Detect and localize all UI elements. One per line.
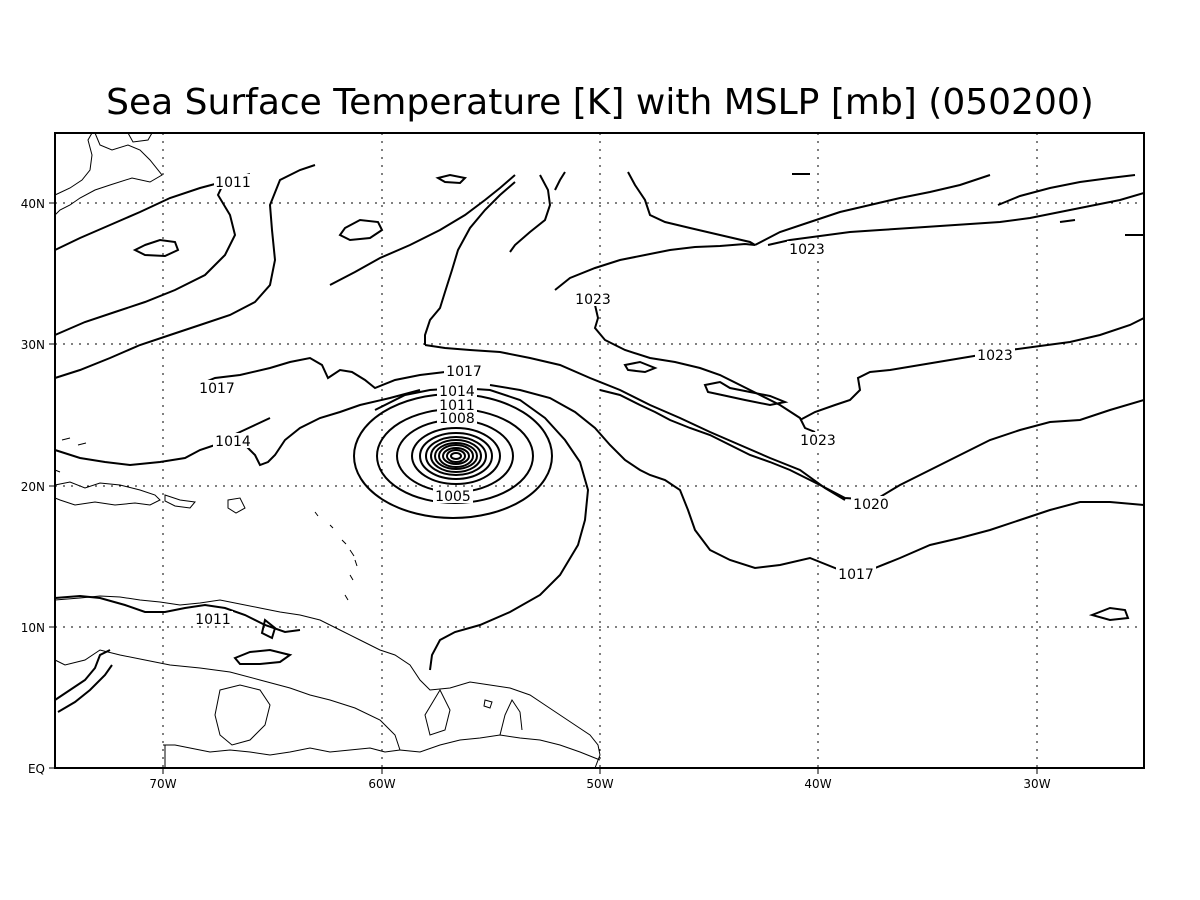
svg-text:1005: 1005 <box>435 489 471 505</box>
y-tick-label: 20N <box>21 480 45 494</box>
y-axis: EQ 10N 20N 30N 40N <box>21 197 55 776</box>
contour-label: 1011 <box>214 174 252 191</box>
y-tick-label: 10N <box>21 621 45 635</box>
svg-text:1014: 1014 <box>215 434 251 450</box>
coastlines <box>54 132 601 769</box>
hurricane-center <box>353 386 590 671</box>
y-tick-label: EQ <box>28 762 45 776</box>
svg-text:1023: 1023 <box>789 242 825 258</box>
y-tick-label: 40N <box>21 197 45 211</box>
contour-label: 1023 <box>798 432 838 449</box>
contour-label: 1014 <box>437 383 477 400</box>
mslp-contours <box>54 164 1145 713</box>
contour-label: 1017 <box>197 380 237 397</box>
contour-label: 1011 <box>193 611 233 628</box>
contour-label: 1023 <box>573 291 613 308</box>
svg-text:1008: 1008 <box>439 411 475 427</box>
gridlines <box>55 133 1144 768</box>
svg-text:1023: 1023 <box>977 348 1013 364</box>
svg-text:1023: 1023 <box>575 292 611 308</box>
svg-text:1014: 1014 <box>439 384 475 400</box>
contour-label: 1017 <box>836 566 876 583</box>
contour-label: 1023 <box>787 241 827 258</box>
y-tick-label: 30N <box>21 338 45 352</box>
contour-labels: 1011 1017 1014 1011 1017 1014 1011 1008 … <box>193 174 1015 628</box>
contour-label: 1020 <box>851 496 891 513</box>
svg-text:1017: 1017 <box>838 567 874 583</box>
contour-label: 1023 <box>975 347 1015 364</box>
svg-text:1023: 1023 <box>800 433 836 449</box>
plot-frame <box>54 132 1145 769</box>
contour-label: 1017 <box>444 363 484 380</box>
contour-label: 1005 <box>433 488 473 505</box>
svg-text:1011: 1011 <box>215 175 251 191</box>
svg-text:1017: 1017 <box>199 381 235 397</box>
map-title: Sea Surface Temperature [K] with MSLP [m… <box>106 82 1094 123</box>
x-tick-label: 50W <box>586 777 613 791</box>
svg-text:1017: 1017 <box>446 364 482 380</box>
x-tick-label: 40W <box>804 777 831 791</box>
svg-text:1011: 1011 <box>195 612 231 628</box>
contour-label: 1014 <box>213 433 253 450</box>
x-tick-label: 30W <box>1023 777 1050 791</box>
contour-label: 1008 <box>437 410 477 427</box>
svg-text:1020: 1020 <box>853 497 889 513</box>
x-axis: 70W 60W 50W 40W 30W <box>149 768 1051 791</box>
x-tick-label: 70W <box>149 777 176 791</box>
x-tick-label: 60W <box>368 777 395 791</box>
